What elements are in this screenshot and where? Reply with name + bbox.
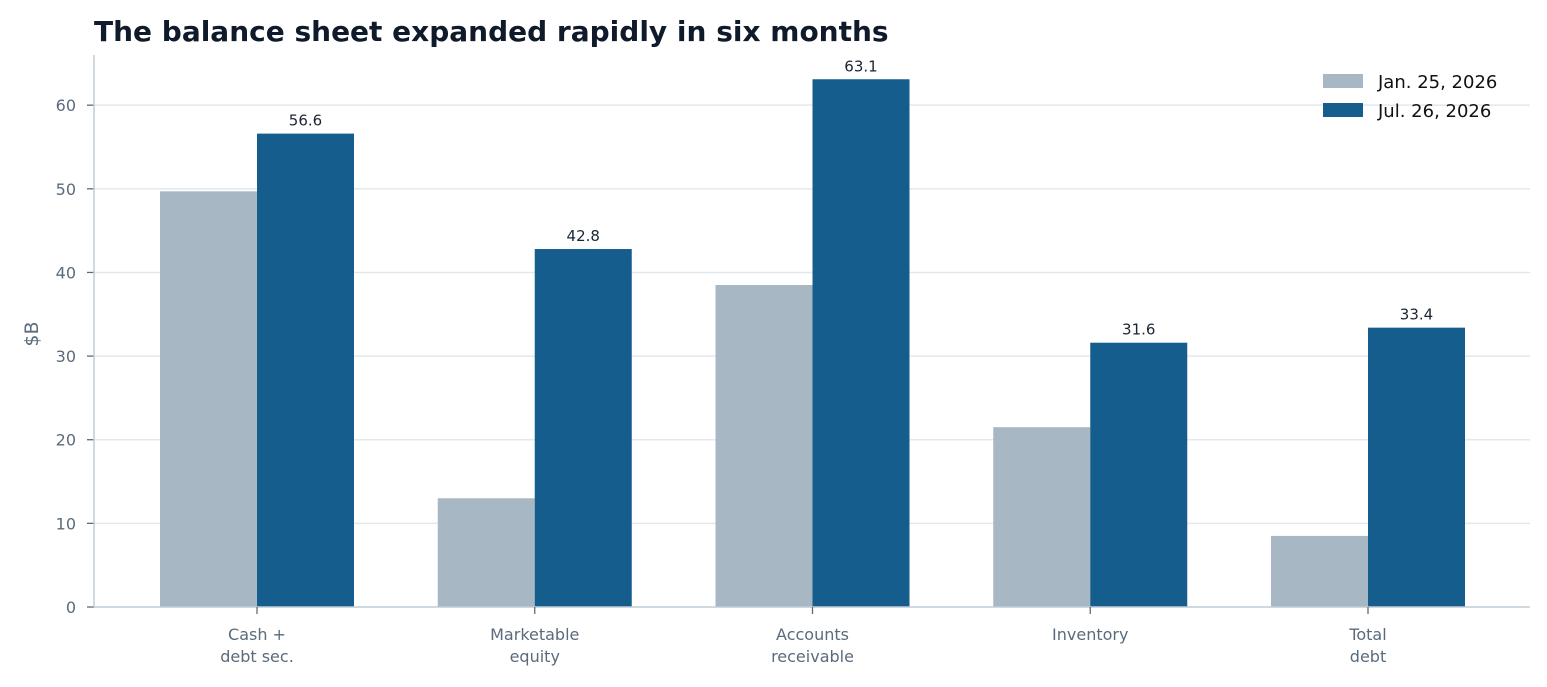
bars	[160, 79, 1465, 608]
legend-swatch-1	[1323, 103, 1363, 117]
x-tick-label: equity	[510, 647, 560, 666]
data-label: 31.6	[1122, 321, 1155, 339]
legend-label-0: Jan. 25, 2026	[1377, 72, 1497, 93]
bar-series-1-cat-4	[1368, 327, 1465, 607]
bar-series-1-cat-0	[257, 133, 354, 608]
legend-label-1: Jul. 26, 2026	[1377, 101, 1491, 122]
data-label: 42.8	[567, 227, 600, 245]
bar-series-1-cat-1	[534, 249, 632, 607]
x-tick-label: Total	[1348, 625, 1386, 644]
y-axis-label: $B	[21, 321, 43, 346]
data-label: 63.1	[844, 57, 877, 75]
bar-series-1-cat-3	[1090, 342, 1188, 607]
y-tick-label: 60	[56, 96, 76, 115]
x-tick-label: Cash +	[228, 625, 286, 644]
labels: 0 10 20 30 40 50 60 56.6 42.8 63.1 31.6 33.4 Cash + d…	[21, 57, 1433, 666]
x-tick-label: Accounts	[776, 625, 849, 644]
x-tick-label: receivable	[771, 647, 854, 666]
x-tick-label: Marketable	[490, 625, 579, 644]
data-label: 56.6	[289, 112, 322, 130]
bar-series-0-cat-2	[715, 285, 813, 607]
legend-swatch-0	[1323, 74, 1363, 88]
legend: Jan. 25, 2026 Jul. 26, 2026	[1323, 72, 1497, 122]
y-tick-label: 20	[56, 431, 76, 450]
x-tick-label: debt	[1350, 647, 1386, 666]
y-tick-label: 0	[66, 598, 76, 617]
x-tick-label: debt sec.	[220, 647, 294, 666]
bar-series-1-cat-2	[812, 79, 910, 608]
y-tick-label: 50	[56, 180, 76, 199]
axes	[87, 55, 1530, 614]
x-tick-label: Inventory	[1052, 625, 1128, 644]
bar-series-0-cat-0	[160, 191, 257, 607]
chart-title: The balance sheet expanded rapidly in si…	[94, 15, 889, 48]
bar-series-0-cat-4	[1271, 535, 1368, 607]
data-label: 33.4	[1400, 306, 1433, 324]
y-tick-label: 40	[56, 263, 76, 282]
bar-series-0-cat-1	[437, 498, 535, 607]
bar-series-0-cat-3	[993, 427, 1091, 607]
y-tick-label: 10	[56, 514, 76, 533]
y-tick-label: 30	[56, 347, 76, 366]
